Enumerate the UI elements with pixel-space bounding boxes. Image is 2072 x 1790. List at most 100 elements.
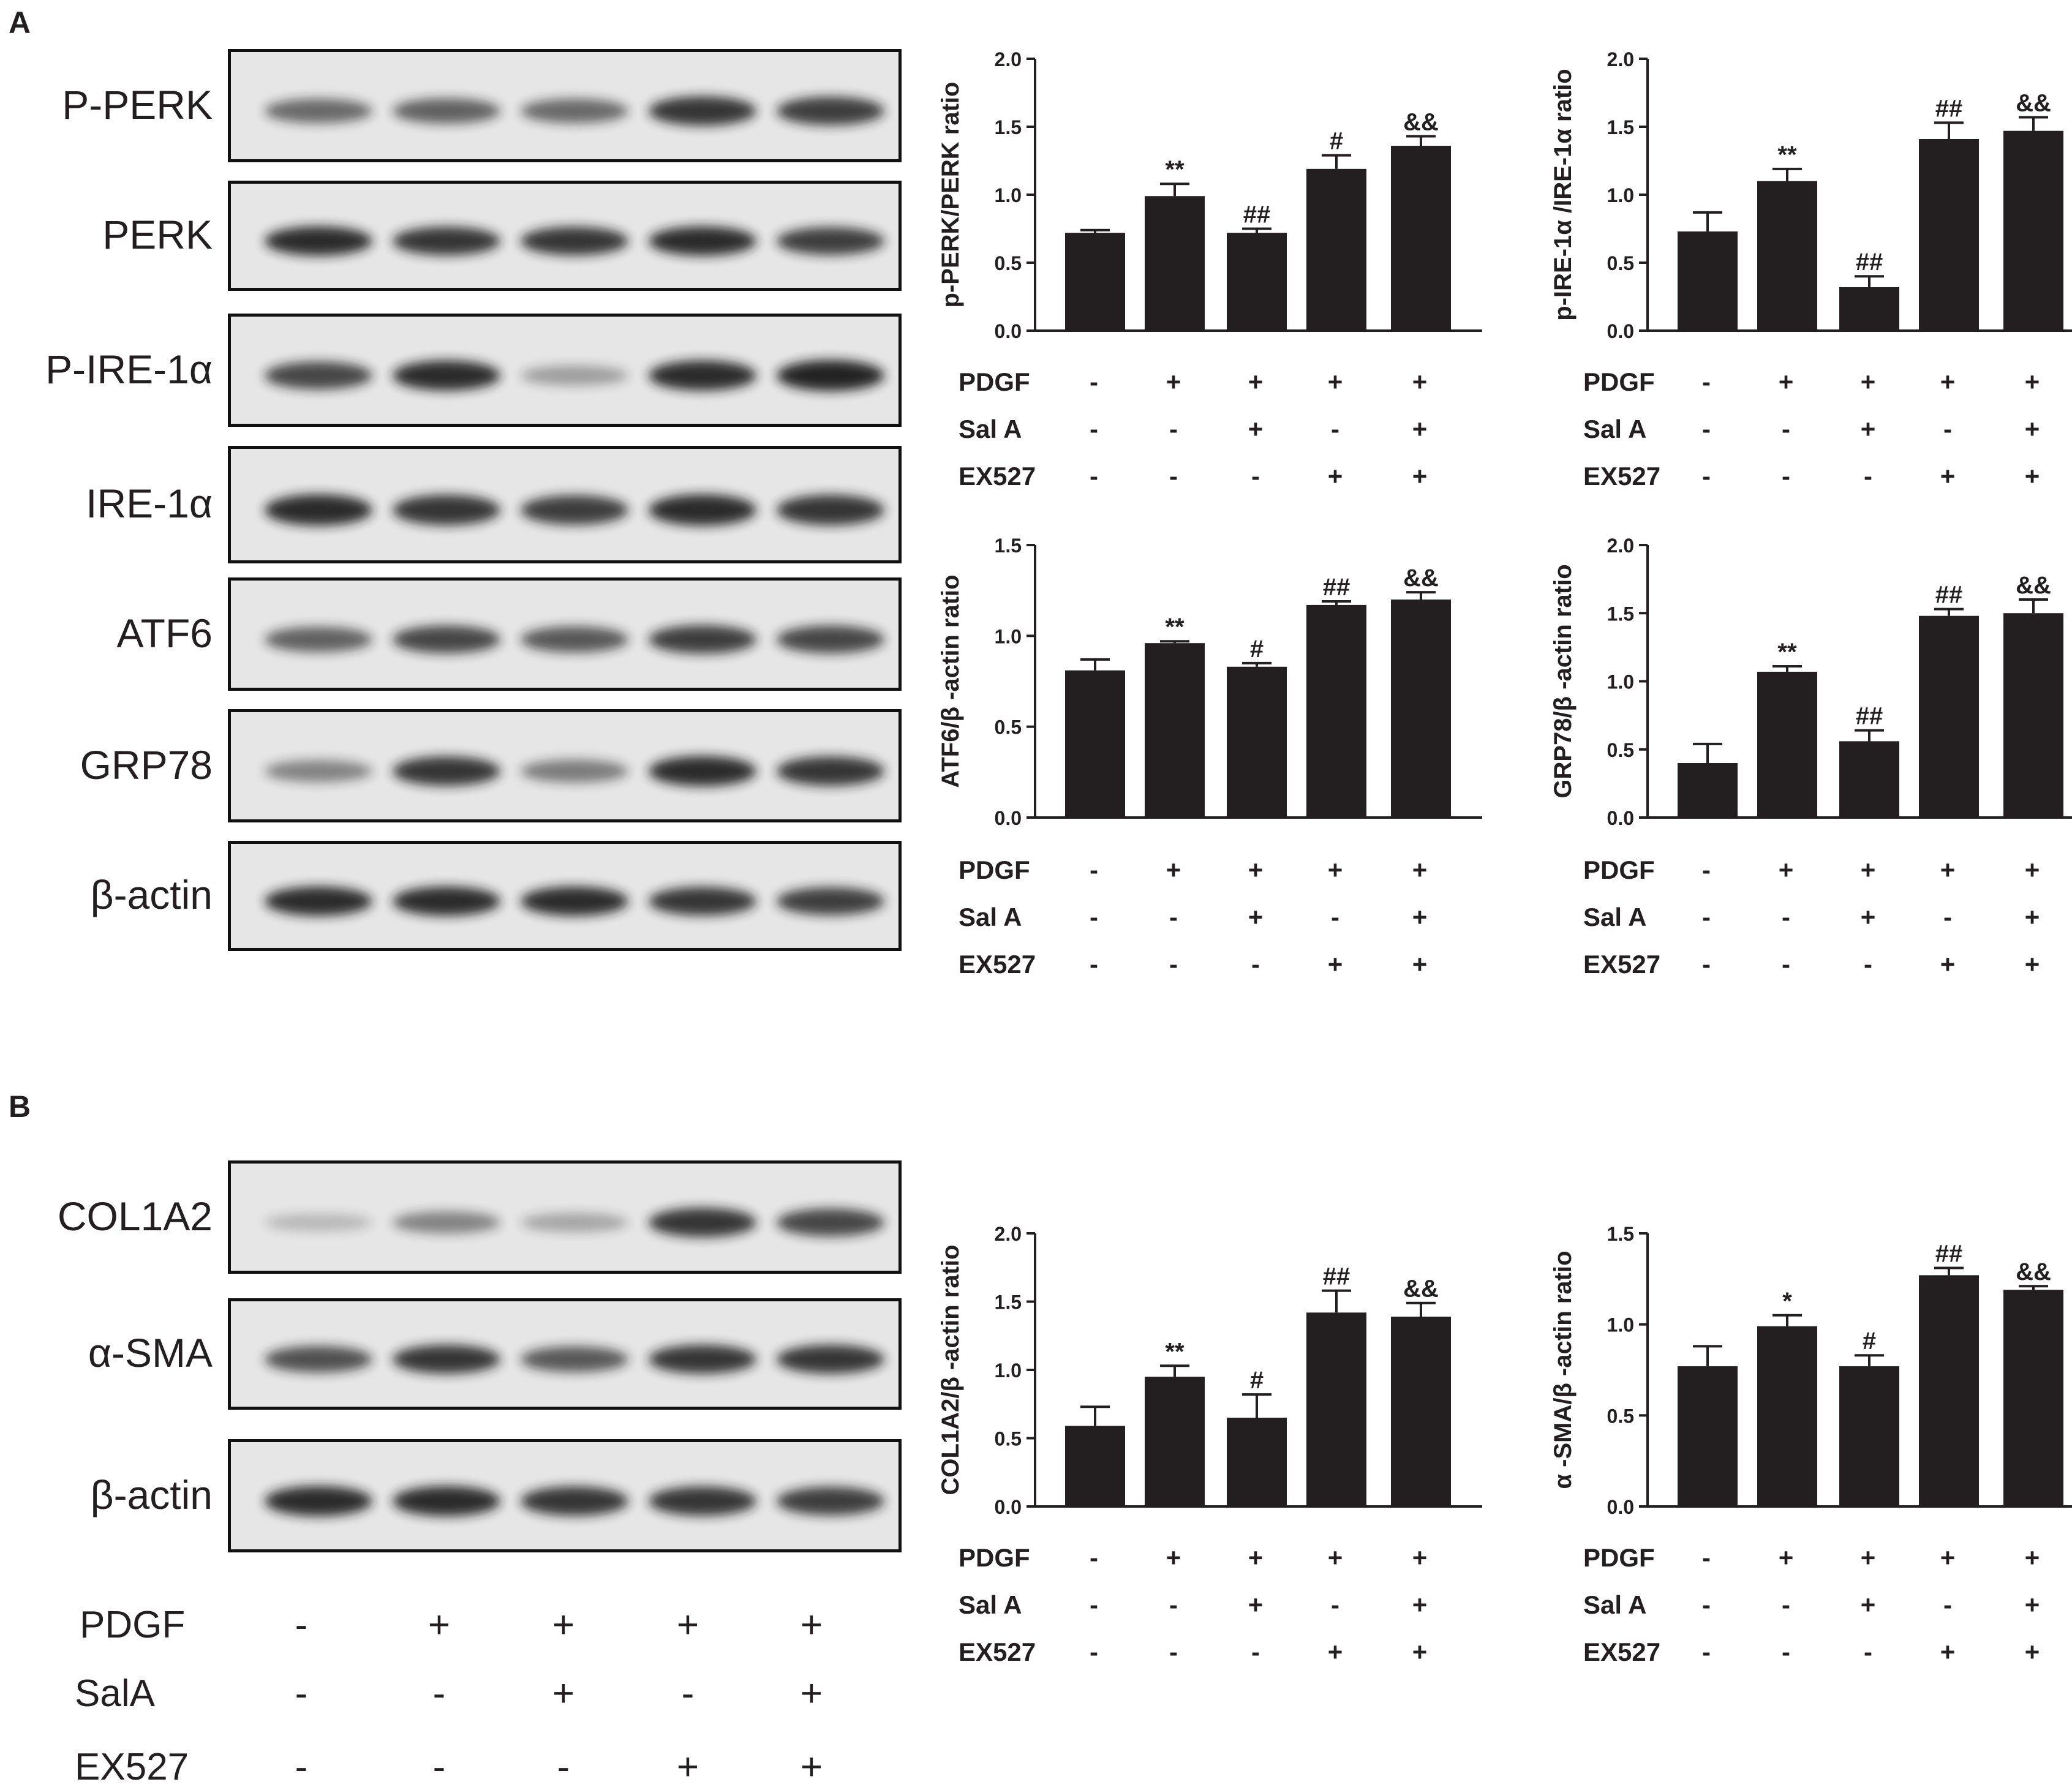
blot-band bbox=[265, 226, 372, 256]
chart-treatment-symbol: + bbox=[1166, 367, 1181, 396]
blot-band bbox=[393, 494, 500, 525]
significance-label: ** bbox=[1165, 1338, 1185, 1365]
blot-band bbox=[393, 756, 500, 786]
chart-treatment-symbol: + bbox=[1412, 1590, 1428, 1619]
blot-band bbox=[777, 494, 884, 525]
blot-image bbox=[228, 577, 902, 691]
bar bbox=[1919, 615, 1979, 818]
treatment-symbol: + bbox=[800, 1672, 823, 1715]
blot-band bbox=[777, 625, 884, 653]
chart-treatment-symbol: + bbox=[1860, 367, 1876, 396]
blot-label: COL1A2 bbox=[57, 1193, 213, 1239]
bar bbox=[1757, 1326, 1817, 1506]
chart-treatment-symbol: + bbox=[2024, 415, 2040, 443]
blot-band bbox=[777, 887, 884, 916]
y-tick-label: 0.5 bbox=[995, 252, 1022, 274]
blot-band bbox=[521, 1346, 628, 1372]
chart-treatment-symbol: + bbox=[1166, 856, 1181, 884]
chart-treatment-symbol: - bbox=[1331, 1590, 1339, 1619]
y-tick-label: 1.5 bbox=[995, 116, 1022, 138]
chart-treatment-label: Sal A bbox=[959, 1590, 1022, 1619]
chart-treatment-symbol: + bbox=[2024, 1590, 2040, 1619]
chart-treatment-symbol: - bbox=[1090, 950, 1098, 979]
chart-treatment-label: PDGF bbox=[959, 1543, 1030, 1572]
bar-chart: 0.0 0.5 1.0 1.5 2.0 p-IRE-1α /IRE-1α ratio ** #… bbox=[1550, 48, 2072, 342]
blot-band bbox=[265, 886, 372, 916]
bar bbox=[1839, 287, 1899, 331]
chart-treatment-label: EX527 bbox=[1583, 950, 1661, 979]
significance-label: ## bbox=[1243, 201, 1271, 228]
chart-treatment-symbol: - bbox=[1943, 903, 1952, 931]
y-tick-label: 1.5 bbox=[1607, 603, 1634, 625]
bar bbox=[1678, 1366, 1738, 1506]
chart-treatment-label: Sal A bbox=[1583, 903, 1647, 931]
chart-treatment-symbol: + bbox=[2024, 950, 2040, 979]
chart-treatment-symbol: + bbox=[1248, 1543, 1264, 1572]
chart-treatment-label: PDGF bbox=[1583, 1543, 1655, 1572]
significance-label: # bbox=[1250, 1367, 1264, 1394]
chart-treatment-symbol: + bbox=[1248, 415, 1264, 443]
blot-band bbox=[521, 227, 628, 255]
chart-treatment-symbol: - bbox=[1943, 415, 1952, 443]
bar bbox=[1839, 1366, 1899, 1506]
chart-treatment-symbol: + bbox=[2024, 856, 2040, 884]
blot-band bbox=[265, 1486, 372, 1516]
blot-band bbox=[777, 359, 884, 391]
bar bbox=[1145, 1377, 1205, 1506]
bar bbox=[1757, 181, 1817, 331]
blot-band bbox=[521, 759, 628, 783]
blot-label: β-actin bbox=[90, 1472, 213, 1517]
chart-treatment-symbol: + bbox=[1327, 1543, 1343, 1572]
chart-treatment-symbol: + bbox=[1327, 1638, 1343, 1666]
chart-treatment-symbol: - bbox=[1782, 903, 1790, 931]
bar bbox=[1391, 600, 1451, 818]
chart-treatment-symbol: - bbox=[1169, 415, 1178, 443]
y-tick-label: 2.0 bbox=[995, 1223, 1022, 1245]
bar-chart: 0.00.51.01.5α -SMA/β -actin ratio *###&& bbox=[1550, 1223, 2072, 1518]
blot-band bbox=[521, 366, 628, 386]
treatment-label: PDGF bbox=[80, 1604, 186, 1646]
blot-label: P-PERK bbox=[62, 81, 213, 127]
blot-image bbox=[228, 1160, 902, 1274]
blot-band bbox=[393, 625, 500, 653]
chart-treatment-symbol: - bbox=[1169, 462, 1178, 491]
chart-treatment-symbol: + bbox=[1166, 1543, 1181, 1572]
chart-treatment-label: EX527 bbox=[959, 462, 1036, 491]
chart-treatment-symbol: + bbox=[1412, 415, 1428, 443]
blot-band bbox=[649, 1486, 756, 1516]
chart-treatment-symbol: - bbox=[1864, 462, 1872, 491]
blot-image bbox=[228, 1439, 902, 1552]
chart-treatment-symbol: + bbox=[2024, 462, 2040, 491]
chart-treatment-symbol: + bbox=[1860, 1590, 1876, 1619]
chart-treatment-symbol: - bbox=[1702, 903, 1711, 931]
bar-chart: 0.0 0.5 1.0 1.5 2.0 GRP78/β -actin ratio ** ## #… bbox=[1550, 535, 2072, 829]
y-tick-label: 1.0 bbox=[1607, 1314, 1634, 1336]
treatment-label: SalA bbox=[75, 1672, 155, 1715]
blot-band bbox=[649, 494, 756, 526]
blot-band bbox=[393, 98, 500, 124]
blot-band bbox=[265, 1345, 372, 1373]
y-axis-label: α -SMA/β -actin ratio bbox=[1550, 1250, 1577, 1489]
y-axis-label: ATF6/β -actin ratio bbox=[937, 574, 964, 788]
significance-label: * bbox=[1782, 1288, 1792, 1315]
chart-treatment-symbol: + bbox=[1940, 1638, 1956, 1666]
panel-letter-b: B bbox=[9, 1089, 31, 1124]
chart-treatment-symbol: + bbox=[1248, 367, 1264, 396]
chart-treatment-symbol: - bbox=[1169, 903, 1178, 931]
significance-label: ## bbox=[1856, 249, 1883, 276]
blot-band bbox=[777, 1208, 884, 1236]
bar bbox=[1065, 670, 1125, 818]
blot-band bbox=[777, 1345, 884, 1374]
chart-treatment-label: Sal A bbox=[959, 903, 1022, 931]
blot-band bbox=[393, 360, 500, 391]
blot-band bbox=[521, 626, 628, 653]
significance-label: # bbox=[1863, 1328, 1876, 1355]
chart-treatment-symbol: - bbox=[1331, 415, 1339, 443]
chart-treatment-symbol: - bbox=[1090, 1543, 1098, 1572]
blot-label: IRE-1α bbox=[86, 481, 213, 526]
blot-band bbox=[649, 1208, 756, 1238]
chart-treatment-symbol: - bbox=[1090, 856, 1098, 884]
bar bbox=[2003, 130, 2063, 331]
significance-label: && bbox=[2016, 1258, 2051, 1285]
